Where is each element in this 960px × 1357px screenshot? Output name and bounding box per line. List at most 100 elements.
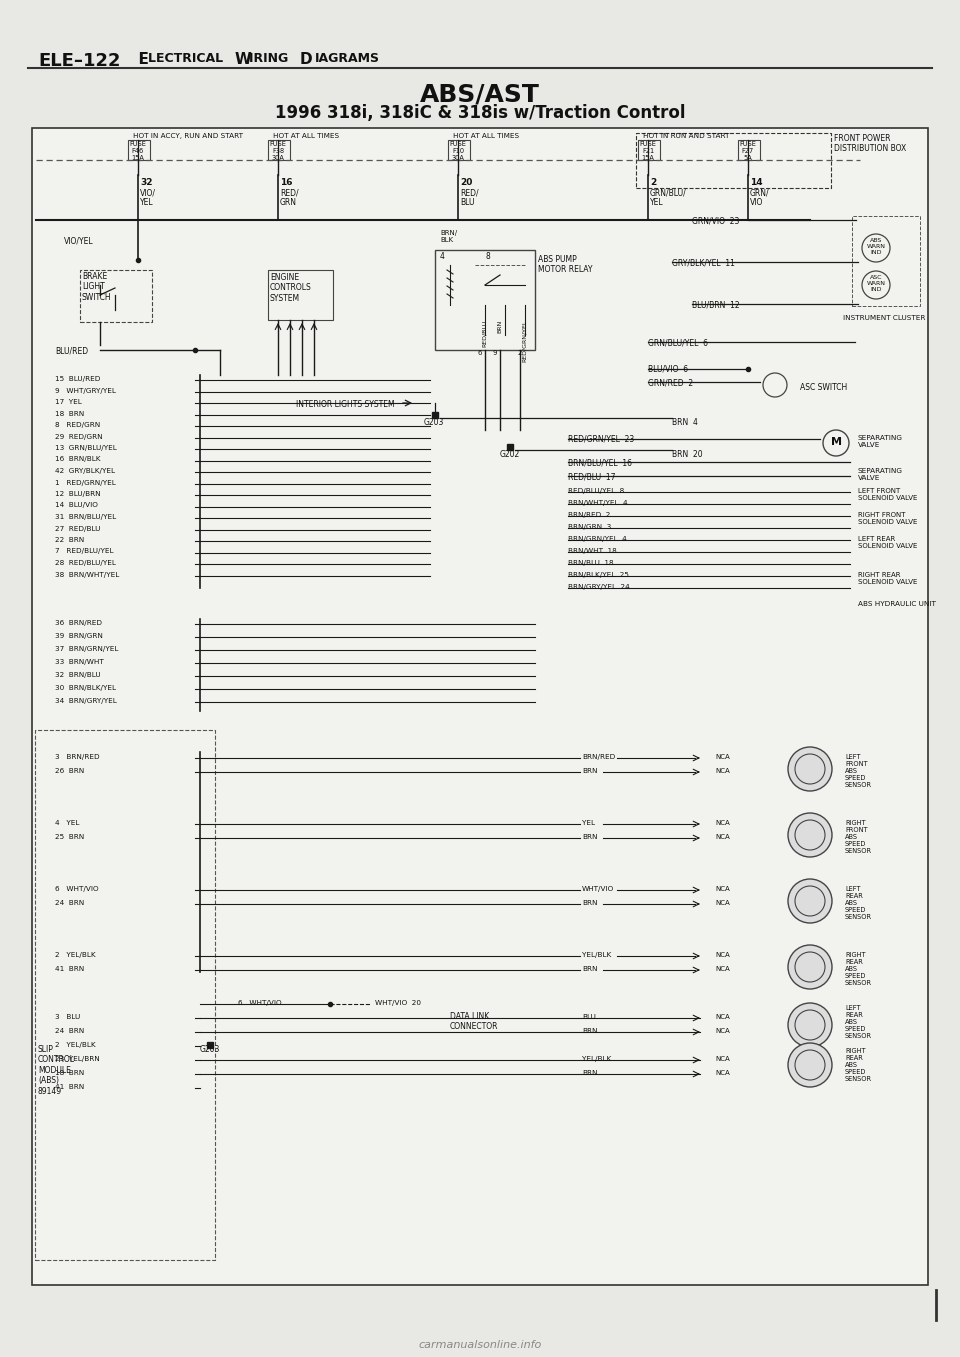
Text: 7   RED/BLU/YEL: 7 RED/BLU/YEL [55, 548, 113, 555]
Text: FUSE
F46
15A: FUSE F46 15A [130, 141, 147, 161]
Text: BRN/WHT/YEL  4: BRN/WHT/YEL 4 [568, 499, 628, 506]
Circle shape [788, 1003, 832, 1048]
Text: NCA: NCA [715, 835, 730, 840]
Text: NCA: NCA [715, 953, 730, 958]
Text: HOT AT ALL TIMES: HOT AT ALL TIMES [273, 133, 339, 138]
Text: NCA: NCA [715, 886, 730, 892]
Text: NCA: NCA [715, 820, 730, 826]
Text: carmanualsonline.info: carmanualsonline.info [419, 1339, 541, 1350]
Text: BRN/BLK/YEL  25: BRN/BLK/YEL 25 [568, 573, 629, 578]
Text: 9   WHT/GRY/YEL: 9 WHT/GRY/YEL [55, 388, 116, 394]
Text: ABS HYDRAULIC UNIT: ABS HYDRAULIC UNIT [858, 601, 936, 607]
Text: 23  YEL/BRN: 23 YEL/BRN [55, 1056, 100, 1063]
Text: BLU: BLU [582, 1014, 596, 1020]
Text: BRN: BRN [582, 966, 597, 972]
Text: 18  BRN: 18 BRN [55, 411, 84, 417]
Text: G203: G203 [200, 1045, 221, 1054]
Text: BLU/VIO  6: BLU/VIO 6 [648, 365, 688, 375]
Text: 39  BRN/GRN: 39 BRN/GRN [55, 632, 103, 639]
Bar [268, 140, 290, 160]
Text: 27  RED/BLU: 27 RED/BLU [55, 525, 101, 532]
Text: 18  BRN: 18 BRN [55, 1071, 84, 1076]
Text: GRN/VIO  23: GRN/VIO 23 [692, 216, 739, 225]
Text: 2   YEL/BLK: 2 YEL/BLK [55, 1042, 96, 1048]
Bar [738, 140, 760, 160]
Text: BRN  20: BRN 20 [672, 451, 703, 459]
Bar [448, 140, 470, 160]
Text: LEFT
REAR
ABS
SPEED
SENSOR: LEFT REAR ABS SPEED SENSOR [845, 1006, 872, 1039]
Text: ABS
WARN
IND: ABS WARN IND [867, 237, 885, 255]
Text: 4: 4 [440, 252, 444, 261]
Text: 2: 2 [517, 350, 522, 356]
Text: 16: 16 [280, 178, 293, 187]
Text: W: W [235, 52, 252, 66]
Text: 42  GRY/BLK/YEL: 42 GRY/BLK/YEL [55, 468, 115, 474]
Text: LEFT
REAR
ABS
SPEED
SENSOR: LEFT REAR ABS SPEED SENSOR [845, 886, 872, 920]
Text: INSTRUMENT CLUSTER: INSTRUMENT CLUSTER [843, 315, 925, 322]
Circle shape [788, 879, 832, 923]
Text: 36  BRN/RED: 36 BRN/RED [55, 620, 102, 626]
Text: BRN/WHT  18: BRN/WHT 18 [568, 548, 616, 554]
Bar [128, 140, 150, 160]
Text: VIO/
YEL: VIO/ YEL [140, 189, 156, 208]
Text: IRING: IRING [249, 52, 293, 65]
Text: M: M [830, 437, 842, 446]
Text: LECTRICAL: LECTRICAL [148, 52, 228, 65]
Text: BRN/RED  2: BRN/RED 2 [568, 512, 611, 518]
Text: GRN/RED  2: GRN/RED 2 [648, 379, 693, 387]
Text: NCA: NCA [715, 754, 730, 760]
Text: 38  BRN/WHT/YEL: 38 BRN/WHT/YEL [55, 571, 119, 578]
Text: 8: 8 [485, 252, 490, 261]
Text: 9: 9 [492, 350, 497, 356]
Text: NCA: NCA [715, 900, 730, 906]
Text: RED/
BLU: RED/ BLU [460, 189, 479, 208]
Text: 13  GRN/BLU/YEL: 13 GRN/BLU/YEL [55, 445, 117, 451]
Text: 31  BRN/BLU/YEL: 31 BRN/BLU/YEL [55, 514, 116, 520]
Text: HOT IN ACCY, RUN AND START: HOT IN ACCY, RUN AND START [133, 133, 243, 138]
Text: 1   RED/GRN/YEL: 1 RED/GRN/YEL [55, 479, 116, 486]
Text: BRN: BRN [582, 900, 597, 906]
Text: 28  RED/BLU/YEL: 28 RED/BLU/YEL [55, 560, 116, 566]
Circle shape [788, 944, 832, 989]
Text: RED/
GRN: RED/ GRN [280, 189, 299, 208]
Bar [32, 128, 928, 1285]
Text: BRN/GRN  3: BRN/GRN 3 [568, 524, 612, 531]
Text: NCA: NCA [715, 966, 730, 972]
Bar [638, 140, 660, 160]
Text: GRN/BLU/YEL  6: GRN/BLU/YEL 6 [648, 338, 708, 347]
Text: LEFT
FRONT
ABS
SPEED
SENSOR: LEFT FRONT ABS SPEED SENSOR [845, 754, 872, 788]
Text: GRN/
VIO: GRN/ VIO [750, 189, 770, 208]
Text: BRN: BRN [582, 1029, 597, 1034]
Text: BRN/
BLK: BRN/ BLK [440, 229, 457, 243]
Text: 2   YEL/BLK: 2 YEL/BLK [55, 953, 96, 958]
Text: RED/BLU/YEL  8: RED/BLU/YEL 8 [568, 489, 624, 494]
Bar [435, 250, 535, 350]
Text: WHT/VIO  20: WHT/VIO 20 [375, 1000, 421, 1006]
Text: ENGINE
CONTROLS
SYSTEM: ENGINE CONTROLS SYSTEM [270, 273, 312, 303]
Text: FUSE
F38
30A: FUSE F38 30A [270, 141, 286, 161]
Text: 25  BRN: 25 BRN [55, 835, 84, 840]
Text: 1996 318i, 318iC & 318is w/Traction Control: 1996 318i, 318iC & 318is w/Traction Cont… [275, 104, 685, 122]
Text: ABS PUMP
MOTOR RELAY: ABS PUMP MOTOR RELAY [538, 255, 592, 274]
Text: LEFT FRONT
SOLENOID VALVE: LEFT FRONT SOLENOID VALVE [858, 489, 918, 501]
Text: ASC
WARN
IND: ASC WARN IND [867, 275, 885, 292]
Text: 20: 20 [460, 178, 472, 187]
Text: 6: 6 [478, 350, 482, 356]
Text: ELE–122: ELE–122 [38, 52, 121, 71]
Text: NCA: NCA [715, 1071, 730, 1076]
Text: BRN: BRN [582, 768, 597, 773]
Bar [35, 730, 215, 1261]
Text: RED/BLU  17: RED/BLU 17 [568, 472, 615, 480]
Text: FUSE
F10
30A: FUSE F10 30A [449, 141, 467, 161]
Text: 4   YEL: 4 YEL [55, 820, 80, 826]
Text: RED/BLU: RED/BLU [482, 320, 487, 347]
Text: NCA: NCA [715, 768, 730, 773]
Text: 14: 14 [750, 178, 762, 187]
Text: 24  BRN: 24 BRN [55, 1029, 84, 1034]
Text: 33  BRN/WHT: 33 BRN/WHT [55, 660, 104, 665]
Text: FRONT POWER
DISTRIBUTION BOX: FRONT POWER DISTRIBUTION BOX [834, 134, 906, 153]
Text: 3   BLU: 3 BLU [55, 1014, 81, 1020]
Text: 30  BRN/BLK/YEL: 30 BRN/BLK/YEL [55, 685, 116, 691]
Text: BRN/BLU/YEL  16: BRN/BLU/YEL 16 [568, 459, 632, 467]
Text: NCA: NCA [715, 1056, 730, 1063]
